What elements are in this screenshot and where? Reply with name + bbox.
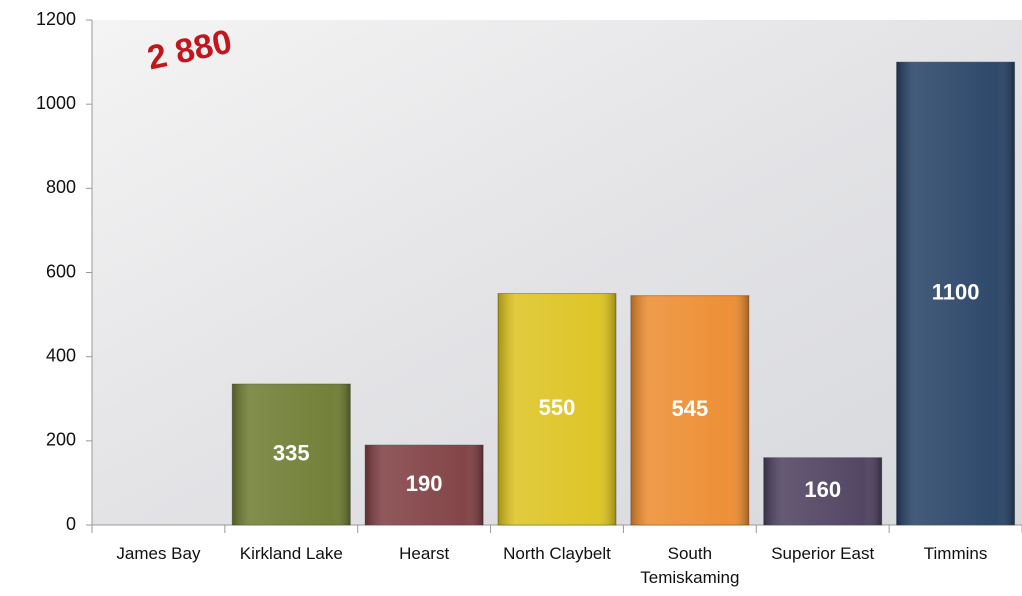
x-tick-label: James Bay	[116, 544, 201, 563]
x-tick-label: Superior East	[771, 544, 875, 563]
x-tick-label: Hearst	[399, 544, 450, 563]
value-label: 335	[273, 440, 310, 465]
y-tick-label: 1000	[36, 93, 76, 113]
value-label: 1100	[932, 279, 980, 304]
value-label: 160	[804, 477, 841, 502]
y-tick-label: 400	[46, 345, 76, 365]
y-tick-label: 800	[46, 177, 76, 197]
bar-shine	[630, 295, 749, 525]
y-tick-label: 600	[46, 261, 76, 281]
value-label: 545	[671, 396, 708, 421]
y-tick-label: 200	[46, 430, 76, 450]
value-label: 190	[406, 471, 443, 496]
value-label: 550	[539, 395, 576, 420]
bar-shine	[896, 62, 1015, 525]
y-tick-label: 1200	[36, 9, 76, 29]
bar-shine	[498, 293, 616, 525]
x-tick-label: South Temiskaming	[640, 544, 740, 587]
x-tick-label: Kirkland Lake	[239, 544, 343, 563]
x-tick-label: North Claybelt	[503, 544, 611, 563]
bar-shine	[763, 457, 882, 525]
bar-shine	[232, 384, 351, 525]
x-tick-label: Timmins	[923, 544, 988, 563]
y-tick-label: 0	[66, 514, 76, 534]
bar-shine	[365, 445, 484, 525]
